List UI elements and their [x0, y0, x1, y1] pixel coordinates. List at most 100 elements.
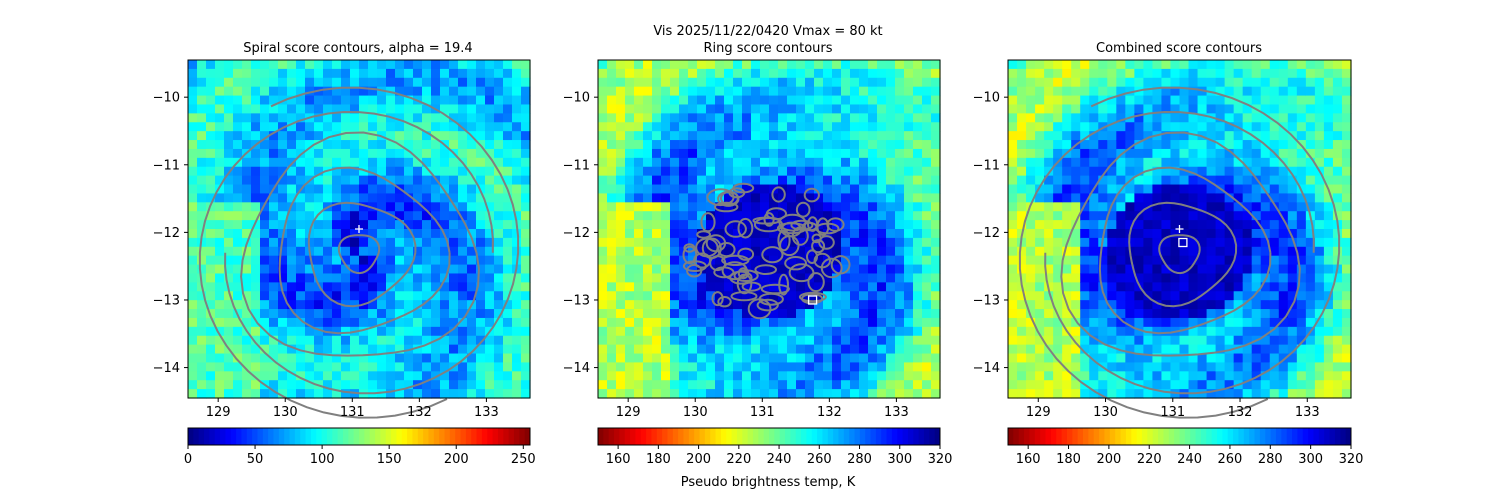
heatmap-cell — [850, 131, 860, 141]
heatmap-cell — [323, 60, 333, 70]
heatmap-cell — [1026, 326, 1036, 337]
heatmap-cell — [359, 157, 369, 168]
heatmap-cell — [1170, 264, 1181, 275]
heatmap-cell — [1008, 353, 1018, 364]
heatmap-cell — [215, 113, 225, 123]
heatmap-cell — [643, 309, 653, 319]
heatmap-cell — [1296, 122, 1307, 132]
heatmap-cell — [634, 193, 644, 203]
heatmap-cell — [1098, 273, 1108, 283]
colorbar-tick-label: 280 — [1258, 452, 1283, 467]
heatmap-cell — [359, 211, 369, 221]
heatmap-cell — [278, 77, 288, 88]
heatmap-cell — [895, 211, 905, 221]
heatmap-cell — [661, 122, 671, 132]
heatmap-cell — [679, 255, 689, 266]
heatmap-cell — [332, 193, 342, 203]
heatmap-cell — [733, 353, 743, 364]
heatmap-cell — [1296, 157, 1307, 168]
heatmap-cell — [485, 86, 495, 97]
contour-line — [307, 201, 417, 308]
heatmap-cell — [1125, 273, 1135, 283]
heatmap-cell — [751, 309, 761, 319]
heatmap-cell — [688, 326, 698, 337]
heatmap-cell — [413, 140, 423, 150]
heatmap-cell — [503, 77, 513, 88]
heatmap-cell — [386, 362, 396, 372]
colorbar-swatch — [444, 428, 451, 445]
heatmap-cell — [395, 273, 405, 283]
heatmap-cell — [1080, 273, 1090, 283]
heatmap-cell — [494, 68, 504, 79]
heatmap-cell — [368, 220, 378, 230]
heatmap-cell — [341, 104, 351, 114]
heatmap-cell — [814, 255, 824, 266]
heatmap-cell — [661, 317, 671, 328]
heatmap-cell — [431, 148, 441, 159]
heatmap-cell — [431, 317, 441, 328]
heatmap-cell — [859, 344, 869, 355]
heatmap-cell — [377, 317, 387, 328]
heatmap-cell — [643, 344, 653, 355]
heatmap-cell — [314, 157, 324, 168]
heatmap-cell — [787, 148, 797, 159]
heatmap-cell — [1125, 148, 1135, 159]
heatmap-cell — [287, 122, 297, 132]
heatmap-cell — [1188, 86, 1199, 97]
heatmap-cell — [823, 113, 833, 123]
heatmap-cell — [1206, 175, 1217, 186]
heatmap-cell — [494, 309, 504, 319]
heatmap-cell — [494, 95, 504, 106]
heatmap-cell — [206, 237, 216, 248]
heatmap-cell — [377, 68, 387, 79]
heatmap-cell — [1251, 309, 1262, 319]
heatmap-cell — [931, 255, 941, 266]
heatmap-cell — [724, 282, 734, 292]
heatmap-cell — [832, 131, 842, 141]
heatmap-cell — [1314, 95, 1325, 106]
heatmap-cell — [814, 95, 824, 106]
x-axis-ticks: 129 130 131 132 133 — [616, 398, 909, 420]
heatmap-cell — [661, 282, 671, 292]
heatmap-cell — [494, 220, 504, 230]
heatmap-cell — [868, 353, 878, 364]
heatmap-cell — [512, 380, 522, 390]
heatmap-cell — [751, 77, 761, 88]
heatmap-cell — [1332, 273, 1343, 283]
heatmap-cell — [260, 148, 270, 159]
heatmap-cell — [796, 362, 806, 372]
heatmap-cell — [206, 362, 216, 372]
heatmap-cell — [1215, 255, 1226, 266]
heatmap-cell — [1341, 264, 1352, 275]
heatmap-cell — [512, 122, 522, 132]
heatmap-cell — [377, 273, 387, 283]
heatmap-cell — [652, 131, 662, 141]
heatmap-cell — [1026, 175, 1036, 186]
heatmap-cell — [458, 389, 468, 399]
heatmap-cell — [868, 317, 878, 328]
heatmap-cell — [634, 264, 644, 275]
heatmap-cell — [296, 317, 306, 328]
heatmap-cell — [1314, 122, 1325, 132]
heatmap-cell — [931, 60, 941, 70]
heatmap-cell — [742, 273, 752, 283]
heatmap-cell — [404, 104, 414, 114]
heatmap-cell — [598, 255, 608, 266]
heatmap-cell — [242, 282, 252, 292]
heatmap-cell — [215, 202, 225, 212]
heatmap-cell — [359, 140, 369, 150]
heatmap-cell — [832, 309, 842, 319]
heatmap-cell — [832, 389, 842, 399]
heatmap-cell — [868, 166, 878, 177]
colorbar-swatch — [1163, 428, 1170, 445]
heatmap-cell — [706, 220, 716, 230]
colorbar-swatch — [1013, 428, 1020, 445]
heatmap-cell — [769, 60, 779, 70]
heatmap-cell — [404, 68, 414, 79]
heatmap-cell — [931, 335, 941, 346]
heatmap-cell — [886, 317, 896, 328]
heatmap-cell — [341, 229, 351, 239]
heatmap-cell — [1206, 229, 1217, 239]
x-tick-label: 132 — [407, 405, 432, 420]
heatmap-cell — [1332, 246, 1343, 257]
